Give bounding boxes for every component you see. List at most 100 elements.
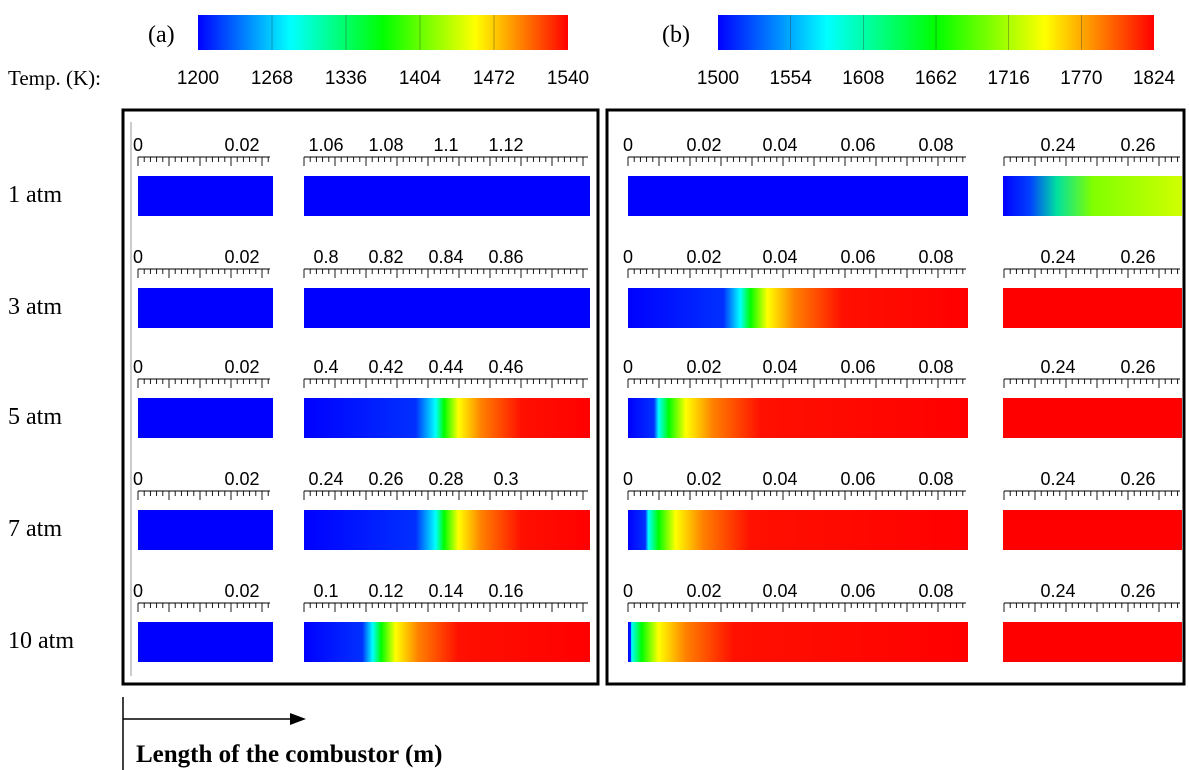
panel-b-ruler-left-label-3: 0.06 — [840, 469, 875, 489]
panel-a-ruler-left: 0 0.02 — [133, 135, 270, 166]
panel-b-ruler-left: 0 0.02 0.04 0.06 0.08 — [623, 357, 966, 388]
panel-b-field-left — [628, 510, 968, 550]
colorbar-a-dividers — [271, 15, 495, 50]
panel-b-ruler-right-label-0: 0.24 — [1040, 469, 1075, 489]
panel-a-ruler-left-label-0: 0 — [133, 581, 143, 601]
pressure-label: 5 atm — [8, 404, 62, 430]
panel-a-ruler-right-label-3: 0.86 — [488, 247, 523, 267]
panel-b-ruler-right-label-1: 0.26 — [1120, 469, 1155, 489]
pressure-label: 10 atm — [8, 628, 74, 654]
panel-a-ruler-right-label-2: 0.28 — [428, 469, 463, 489]
panel-a-ruler-right-label-0: 1.06 — [308, 135, 343, 155]
panel-a-ruler-right: 0.24 0.26 0.28 0.3 — [303, 469, 588, 500]
panel-a-ruler-left-label-0: 0 — [133, 357, 143, 377]
panel-b-ruler-left: 0 0.02 0.04 0.06 0.08 — [623, 135, 966, 166]
panel-a-ruler-right-label-0: 0.4 — [313, 357, 338, 377]
panel-b-ruler-left-label-3: 0.06 — [840, 135, 875, 155]
panel-a-field-left — [138, 176, 273, 216]
panel-b-ruler-left-label-2: 0.04 — [762, 247, 797, 267]
panel-b-ruler-left-label-3: 0.06 — [840, 581, 875, 601]
panel-b-ruler-left-label-0: 0 — [623, 357, 633, 377]
colorbar-b-dividers — [790, 15, 1082, 50]
panel-b-ruler-left: 0 0.02 0.04 0.06 0.08 — [623, 469, 966, 500]
colorbar-b-tick-5: 1770 — [1060, 68, 1102, 89]
panel-b-ruler-right: 0.24 0.26 — [1003, 247, 1180, 278]
panel-b-ruler-right-label-0: 0.24 — [1040, 581, 1075, 601]
panel-b-ruler-left-label-0: 0 — [623, 581, 633, 601]
panel-b-ruler-left-label-4: 0.08 — [918, 135, 953, 155]
panel-a-ruler-right-label-1: 1.08 — [368, 135, 403, 155]
panel-a-ruler-left-label-1: 0.02 — [224, 357, 259, 377]
panel-b-ruler-right: 0.24 0.26 — [1003, 581, 1180, 612]
colorbar-a-tick-2: 1336 — [325, 68, 367, 89]
panel-a-field-right — [304, 398, 590, 438]
panel-a-frame — [121, 108, 600, 686]
length-axis-label: Length of the combustor (m) — [136, 741, 442, 768]
panel-b-ruler-left-label-4: 0.08 — [918, 581, 953, 601]
panel-b-ruler-left: 0 0.02 0.04 0.06 0.08 — [623, 247, 966, 278]
panel-a-field-right — [304, 622, 590, 662]
panel-a-ruler-left-label-1: 0.02 — [224, 469, 259, 489]
panel-a-ruler-right-label-2: 0.14 — [428, 581, 463, 601]
panel-a-ruler-right: 0.8 0.82 0.84 0.86 — [303, 247, 588, 278]
panel-b-ruler-right-label-0: 0.24 — [1040, 135, 1075, 155]
panel-a-ruler-right-label-1: 0.12 — [368, 581, 403, 601]
panel-b-frame — [605, 108, 1186, 686]
colorbar-a-tick-1: 1268 — [251, 68, 293, 89]
colorbar-b-label: (b) — [662, 22, 690, 48]
panel-a-ruler-left-label-0: 0 — [133, 469, 143, 489]
panel-a-ruler-right-label-1: 0.26 — [368, 469, 403, 489]
panel-a-ruler-right-label-3: 1.12 — [488, 135, 523, 155]
panel-b-ruler-right: 0.24 0.26 — [1003, 135, 1180, 166]
panel-b-field-left — [628, 288, 968, 328]
pressure-label: 3 atm — [8, 294, 62, 320]
panel-b-ruler-left-label-0: 0 — [623, 469, 633, 489]
colorbar-b-tick-0: 1500 — [697, 68, 739, 89]
panel-b-field-right — [1003, 176, 1182, 216]
colorbar-a-tick-5: 1540 — [547, 68, 589, 89]
panel-a-ruler-left: 0 0.02 — [133, 469, 270, 500]
panel-a-ruler-right-label-3: 0.16 — [488, 581, 523, 601]
panel-b-ruler-left-label-2: 0.04 — [762, 357, 797, 377]
panel-b-ruler-right-label-0: 0.24 — [1040, 357, 1075, 377]
colorbar-b-tick-6: 1824 — [1133, 68, 1176, 89]
panel-a-ruler-right-label-0: 0.8 — [313, 247, 338, 267]
colorbar-b-tick-2: 1608 — [842, 68, 884, 89]
panel-a-field-right — [304, 510, 590, 550]
panel-b-ruler-left-label-4: 0.08 — [918, 357, 953, 377]
panel-a-field-left — [138, 510, 273, 550]
panel-b-ruler-left-label-1: 0.02 — [686, 469, 721, 489]
panel-b-ruler-left-label-2: 0.04 — [762, 581, 797, 601]
panel-b-ruler-right: 0.24 0.26 — [1003, 469, 1180, 500]
panel-a-field-right — [304, 176, 590, 216]
panel-b-field-left — [628, 176, 968, 216]
colorbar-a-tick-4: 1472 — [473, 68, 515, 89]
panel-a-ruler-right-label-2: 1.1 — [433, 135, 458, 155]
panel-b-ruler-left-label-2: 0.04 — [762, 469, 797, 489]
panel-b-ruler-right-label-0: 0.24 — [1040, 247, 1075, 267]
panel-b-ruler-right-label-1: 0.26 — [1120, 135, 1155, 155]
panel-a-ruler-right-label-1: 0.42 — [368, 357, 403, 377]
panel-a-ruler-right-label-0: 0.1 — [313, 581, 338, 601]
panel-a-ruler-right-label-0: 0.24 — [308, 469, 343, 489]
length-axis-arrow-head — [290, 713, 306, 725]
panel-a-field-left — [138, 398, 273, 438]
colorbar-a-tick-0: 1200 — [177, 68, 219, 89]
panel-b-ruler-left-label-4: 0.08 — [918, 247, 953, 267]
colorbar-a-label: (a) — [148, 22, 175, 48]
panel-b-field-right — [1003, 288, 1182, 328]
panel-b-ruler-right-label-1: 0.26 — [1120, 357, 1155, 377]
panel-a-ruler-right: 1.06 1.08 1.1 1.12 — [303, 135, 588, 166]
panel-b-ruler-left-label-1: 0.02 — [686, 581, 721, 601]
panel-b-field-right — [1003, 622, 1182, 662]
pressure-label: 1 atm — [8, 182, 62, 208]
panel-b-ruler-left-label-0: 0 — [623, 135, 633, 155]
panel-b-ruler-right-label-1: 0.26 — [1120, 247, 1155, 267]
